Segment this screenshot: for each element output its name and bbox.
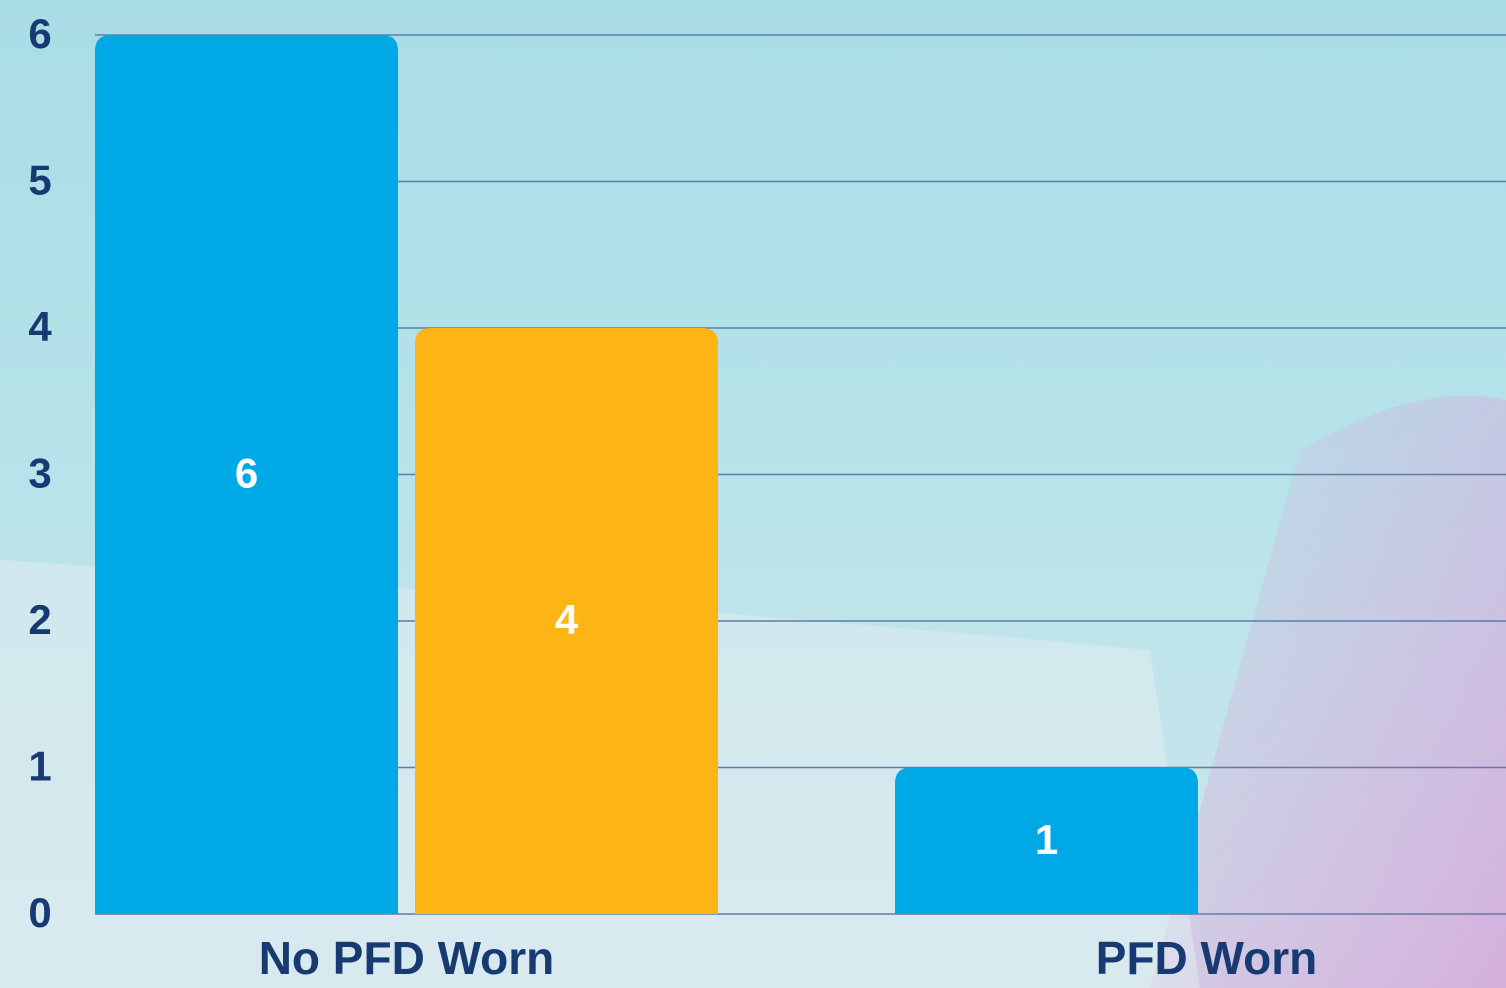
- y-tick-label: 5: [28, 157, 51, 204]
- bar: [415, 328, 718, 914]
- y-tick-label: 1: [28, 743, 51, 790]
- y-tick-label: 6: [28, 10, 51, 57]
- y-tick-label: 2: [28, 596, 51, 643]
- y-tick-label: 4: [28, 303, 52, 350]
- background-decoration: [1150, 395, 1506, 988]
- bar: [95, 35, 398, 914]
- data-label: 6: [235, 450, 258, 497]
- data-label: 4: [555, 596, 579, 643]
- bar: [895, 767, 1198, 914]
- x-tick-label: No PFD Worn: [259, 932, 555, 984]
- data-label: 1: [1035, 816, 1058, 863]
- y-tick-label: 0: [28, 889, 51, 936]
- x-tick-label: PFD Worn: [1096, 932, 1317, 984]
- y-tick-label: 3: [28, 450, 51, 497]
